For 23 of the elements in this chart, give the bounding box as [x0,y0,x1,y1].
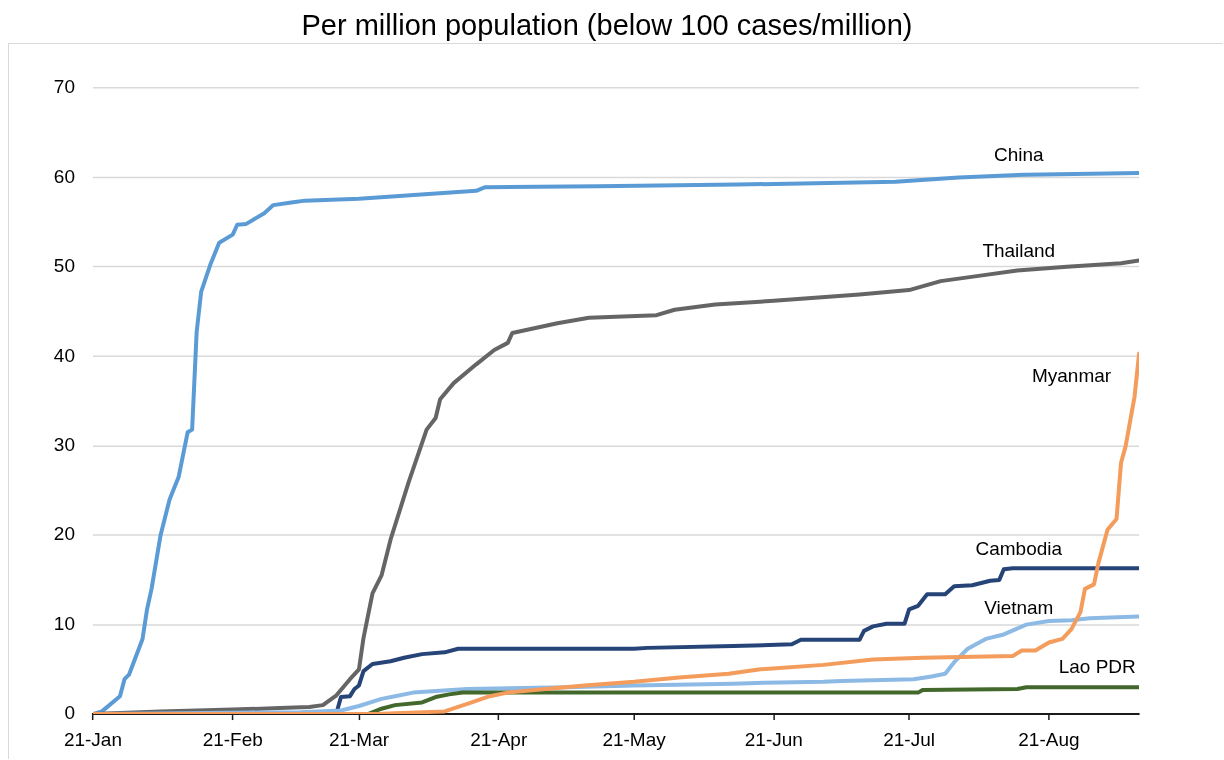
x-tick-label: 21-Feb [202,728,263,750]
series-label: Cambodia [975,537,1063,559]
series-label: Myanmar [1032,364,1112,386]
y-tick-label: 10 [53,612,75,634]
y-tick-label: 70 [53,76,75,98]
chart-title: Per million population (below 100 cases/million) [300,8,914,42]
series-label: Vietnam [984,597,1054,619]
x-tick-label: 21-Jan [63,728,122,750]
y-tick-label: 60 [53,165,75,187]
series-label: Thailand [982,239,1056,261]
series-label: Lao PDR [1058,656,1136,678]
x-tick-label: 21-May [602,728,667,750]
series-label: China [993,144,1044,166]
x-tick-label: 21-Apr [470,728,528,750]
y-tick-label: 40 [53,344,75,366]
x-tick-label: 21-Jul [883,728,935,750]
y-tick-label: 0 [64,702,75,724]
x-tick-label: 21-Jun [744,728,803,750]
y-tick-label: 50 [53,255,75,277]
x-tick-label: 21-Mar [328,728,390,750]
y-tick-label: 20 [53,523,75,545]
y-tick-label: 30 [53,433,75,455]
x-tick-label: 21-Aug [1018,728,1080,750]
